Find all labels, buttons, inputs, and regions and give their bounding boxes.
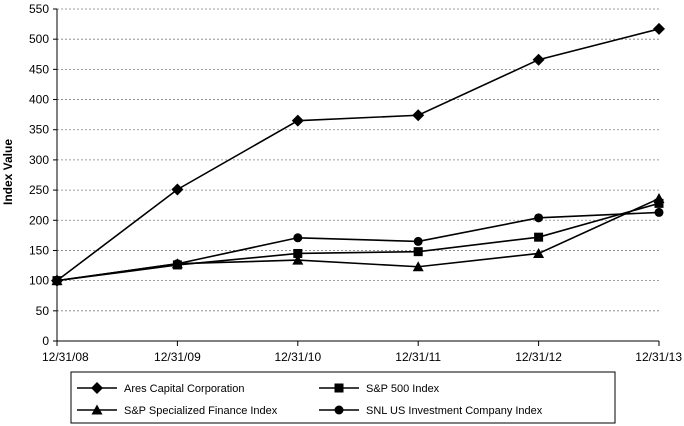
legend-marker	[91, 382, 103, 394]
legend-box	[70, 371, 616, 424]
data-point	[413, 236, 423, 246]
series-group	[51, 22, 665, 287]
y-tick-label: 300	[29, 153, 49, 167]
data-point	[412, 109, 425, 122]
x-tick-label: 12/31/11	[395, 350, 441, 364]
data-point	[172, 259, 182, 269]
data-point	[293, 248, 303, 258]
y-tick-label: 50	[36, 304, 50, 318]
y-tick-label: 250	[29, 183, 49, 197]
x-tick-label: 12/31/08	[42, 350, 89, 364]
data-point	[653, 22, 665, 35]
data-point	[291, 114, 304, 127]
legend-marker	[334, 405, 344, 415]
data-point	[653, 193, 665, 204]
x-axis-ticks: 12/31/08 12/31/09 12/31/10 12/31/11 12/31/12…	[42, 341, 682, 364]
y-tick-label: 400	[29, 93, 49, 107]
data-point	[413, 247, 423, 257]
legend: Ares Capital Corporation S&P 500 Index S&P…	[70, 371, 616, 424]
axes	[56, 9, 659, 342]
legend-label: S&P 500 Index	[366, 383, 440, 395]
data-point	[532, 53, 545, 66]
legend-label: SNL US Investment Company Index	[366, 405, 543, 417]
x-tick-label: 12/31/13	[635, 350, 682, 364]
legend-label: S&P Specialized Finance Index	[124, 405, 278, 417]
legend-marker	[334, 383, 344, 393]
y-axis-ticks: 0 50 100 150 200 250 300 350 400 450 500 550	[29, 2, 57, 348]
y-tick-label: 150	[29, 243, 49, 257]
y-axis-label: Index Value	[1, 139, 15, 205]
y-tick-label: 0	[42, 334, 49, 348]
data-point	[52, 276, 62, 286]
data-point	[412, 261, 424, 272]
y-tick-label: 450	[29, 62, 49, 76]
series-line	[56, 202, 660, 282]
legend-marker	[91, 404, 103, 415]
legend-item: S&P 500 Index	[319, 383, 440, 395]
series-circle	[52, 207, 664, 286]
data-point	[534, 232, 544, 242]
x-tick-label: 12/31/12	[515, 350, 562, 364]
series-square	[52, 198, 664, 286]
data-point	[654, 207, 664, 217]
y-tick-label: 550	[29, 2, 49, 16]
data-point	[654, 198, 664, 208]
y-tick-label: 100	[29, 274, 49, 288]
data-point	[293, 233, 303, 243]
data-point	[534, 213, 544, 223]
legend-item: Ares Capital Corporation	[77, 382, 244, 395]
y-tick-label: 350	[29, 123, 49, 137]
data-point	[533, 247, 545, 258]
data-point	[171, 183, 184, 196]
series-line	[56, 211, 660, 282]
series-diamond	[51, 22, 665, 287]
x-tick-label: 12/31/09	[154, 350, 201, 364]
data-point	[292, 254, 304, 265]
y-tick-label: 200	[29, 213, 49, 227]
legend-item: S&P Specialized Finance Index	[77, 404, 278, 417]
series-line	[56, 28, 660, 282]
x-tick-label: 12/31/10	[274, 350, 321, 364]
gridlines	[57, 8, 659, 312]
y-tick-label: 500	[29, 32, 49, 46]
legend-item: SNL US Investment Company Index	[319, 405, 543, 417]
legend-label: Ares Capital Corporation	[124, 383, 244, 395]
